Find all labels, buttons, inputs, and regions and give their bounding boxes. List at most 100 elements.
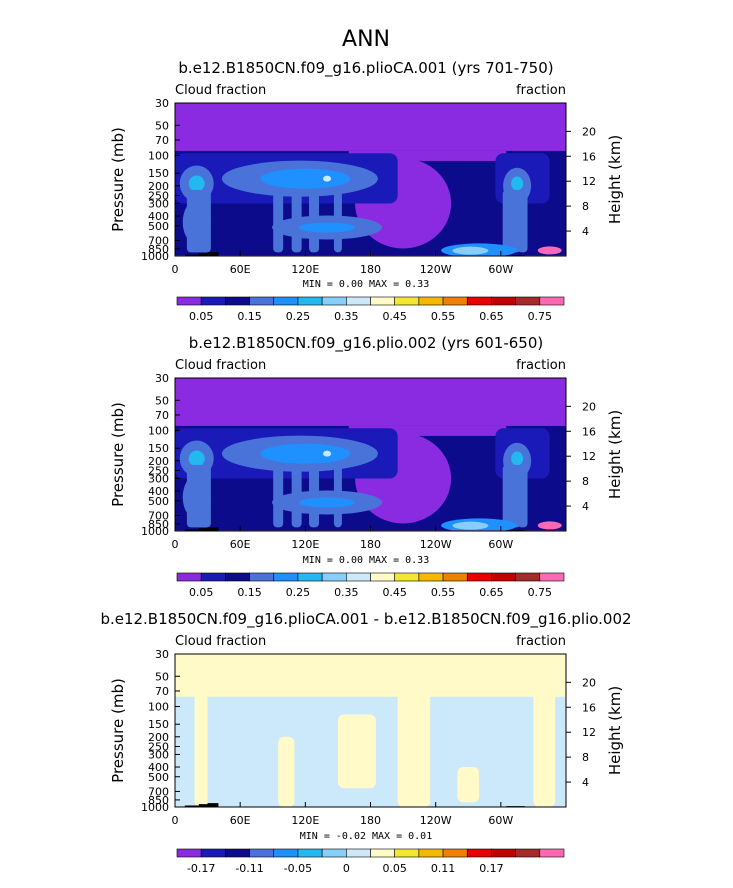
x-tick-label: 180 bbox=[360, 263, 381, 276]
y-tick-label: 400 bbox=[148, 485, 169, 498]
height-tick-label: 8 bbox=[582, 200, 589, 213]
y-tick-label: 850 bbox=[148, 794, 169, 807]
contour-fill bbox=[502, 464, 521, 528]
colorbar-label: 0.45 bbox=[382, 586, 407, 599]
contour-fill bbox=[452, 246, 489, 255]
x-tick-label: 180 bbox=[360, 538, 381, 551]
contour-fill bbox=[260, 443, 351, 464]
colorbar-swatch bbox=[225, 296, 250, 306]
contour-fill bbox=[182, 475, 211, 520]
y-tick-label: 250 bbox=[148, 465, 169, 478]
contour-fill bbox=[337, 714, 376, 789]
colorbar-swatch bbox=[176, 848, 202, 858]
colorbar-label: 0.55 bbox=[431, 586, 456, 599]
contour-fill bbox=[194, 684, 208, 807]
colorbar-swatch bbox=[249, 296, 275, 306]
colorbar-label: 0.05 bbox=[189, 310, 214, 323]
y-tick-label: 30 bbox=[155, 372, 169, 385]
y-tick-label: 30 bbox=[155, 97, 169, 110]
y-tick-label: 150 bbox=[148, 718, 169, 731]
colorbar-swatch bbox=[466, 296, 492, 306]
y-axis-title: Pressure (mb) bbox=[109, 402, 127, 507]
y-tick-label: 100 bbox=[148, 150, 169, 163]
colorbar-label: 0.75 bbox=[528, 310, 553, 323]
colorbar-swatch bbox=[539, 848, 565, 858]
colorbar-label: 0.11 bbox=[431, 862, 456, 875]
y-tick-label: 50 bbox=[155, 119, 169, 132]
contour-fill bbox=[278, 736, 295, 807]
panel-title: b.e12.B1850CN.f09_g16.plioCA.001 - b.e12… bbox=[100, 610, 631, 629]
contour-fill bbox=[511, 451, 524, 466]
y-tick-label: 30 bbox=[155, 648, 169, 661]
colorbar-swatch bbox=[346, 296, 371, 306]
colorbar-swatch bbox=[321, 296, 347, 306]
colorbar-swatch bbox=[200, 848, 226, 858]
panel-2: b.e12.B1850CN.f09_g16.plio.002 (yrs 601-… bbox=[109, 334, 624, 599]
units-label: fraction bbox=[516, 634, 566, 649]
height-tick-label: 16 bbox=[582, 150, 596, 163]
colorbar-swatch bbox=[394, 296, 420, 306]
contour-fill bbox=[182, 200, 211, 245]
y-tick-label: 50 bbox=[155, 670, 169, 683]
height-tick-label: 4 bbox=[582, 225, 589, 238]
contour-fill bbox=[517, 189, 528, 253]
colorbar-swatch bbox=[442, 296, 468, 306]
contour-fill bbox=[517, 464, 528, 528]
contour-fill bbox=[175, 103, 566, 151]
colorbar-label: -0.17 bbox=[187, 862, 215, 875]
colorbar-swatch bbox=[515, 572, 541, 582]
contour-fill bbox=[273, 464, 284, 528]
y-axis-right-title: Height (km) bbox=[606, 410, 624, 499]
variable-label: Cloud fraction bbox=[175, 83, 266, 98]
colorbar-label: 0.65 bbox=[479, 586, 504, 599]
x-tick-label: 60E bbox=[230, 263, 251, 276]
colorbar-swatch bbox=[394, 572, 420, 582]
colorbar-swatch bbox=[418, 572, 444, 582]
topography bbox=[184, 252, 219, 256]
y-tick-label: 500 bbox=[148, 220, 169, 233]
y-tick-label: 200 bbox=[148, 731, 169, 744]
min-max-label: MIN = -0.02 MAX = 0.01 bbox=[300, 831, 432, 842]
x-tick-label: 120E bbox=[291, 263, 319, 276]
colorbar-swatch bbox=[346, 848, 371, 858]
contour-fill bbox=[457, 767, 480, 803]
height-tick-label: 20 bbox=[582, 400, 596, 413]
y-tick-label: 850 bbox=[148, 243, 169, 256]
season-title: ANN bbox=[342, 27, 390, 52]
colorbar-swatch bbox=[297, 296, 323, 306]
x-tick-label: 120E bbox=[291, 538, 319, 551]
colorbar-swatch bbox=[539, 572, 565, 582]
topography bbox=[184, 527, 219, 531]
units-label: fraction bbox=[516, 358, 566, 373]
variable-label: Cloud fraction bbox=[175, 634, 266, 649]
contour-fill bbox=[502, 189, 521, 253]
y-axis-title: Pressure (mb) bbox=[109, 127, 127, 232]
height-tick-label: 16 bbox=[582, 425, 596, 438]
height-tick-label: 4 bbox=[582, 776, 589, 789]
colorbar-swatch bbox=[491, 296, 516, 306]
y-tick-label: 250 bbox=[148, 190, 169, 203]
y-tick-label: 150 bbox=[148, 442, 169, 455]
height-tick-label: 20 bbox=[582, 125, 596, 138]
contour-field bbox=[175, 378, 566, 531]
contour-fill bbox=[348, 150, 507, 161]
y-tick-label: 70 bbox=[155, 409, 169, 422]
y-tick-label: 700 bbox=[148, 509, 169, 522]
y-tick-label: 50 bbox=[155, 394, 169, 407]
colorbar-swatch bbox=[346, 572, 371, 582]
contour-fill bbox=[323, 175, 332, 182]
y-tick-label: 70 bbox=[155, 134, 169, 147]
colorbar-swatch bbox=[491, 572, 516, 582]
colorbar-swatch bbox=[297, 848, 323, 858]
colorbar-swatch bbox=[273, 296, 299, 306]
colorbar-label: 0.35 bbox=[334, 586, 359, 599]
contour-fill bbox=[348, 425, 507, 436]
y-tick-label: 1000 bbox=[141, 250, 169, 263]
y-tick-label: 850 bbox=[148, 518, 169, 531]
colorbar-swatch bbox=[297, 572, 323, 582]
y-tick-label: 100 bbox=[148, 701, 169, 714]
colorbar-swatch bbox=[249, 572, 275, 582]
y-tick-label: 500 bbox=[148, 495, 169, 508]
x-tick-label: 120W bbox=[420, 263, 452, 276]
colorbar-swatch bbox=[515, 848, 541, 858]
